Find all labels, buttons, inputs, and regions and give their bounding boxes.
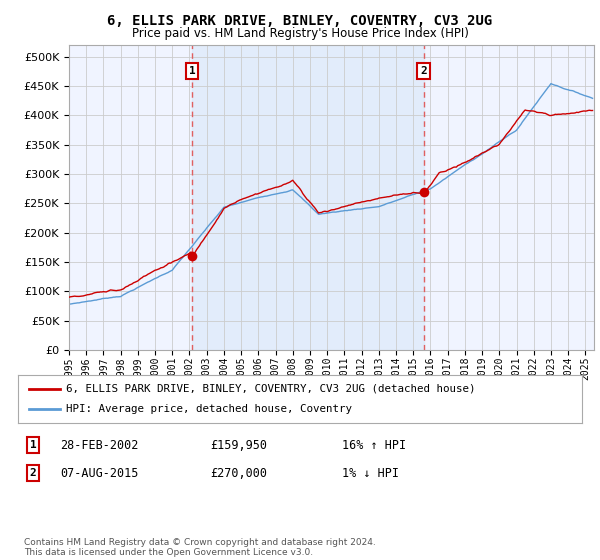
Text: 1: 1 (29, 440, 37, 450)
Text: 1: 1 (189, 66, 196, 76)
Text: 07-AUG-2015: 07-AUG-2015 (60, 466, 139, 480)
Text: 16% ↑ HPI: 16% ↑ HPI (342, 438, 406, 452)
Text: HPI: Average price, detached house, Coventry: HPI: Average price, detached house, Cove… (66, 404, 352, 414)
Text: 2: 2 (420, 66, 427, 76)
Text: Price paid vs. HM Land Registry's House Price Index (HPI): Price paid vs. HM Land Registry's House … (131, 27, 469, 40)
Bar (192, 45, 424, 350)
Text: £270,000: £270,000 (210, 466, 267, 480)
Text: 6, ELLIS PARK DRIVE, BINLEY, COVENTRY, CV3 2UG (detached house): 6, ELLIS PARK DRIVE, BINLEY, COVENTRY, C… (66, 384, 475, 394)
Text: Contains HM Land Registry data © Crown copyright and database right 2024.
This d: Contains HM Land Registry data © Crown c… (24, 538, 376, 557)
Text: £159,950: £159,950 (210, 438, 267, 452)
Text: 6, ELLIS PARK DRIVE, BINLEY, COVENTRY, CV3 2UG: 6, ELLIS PARK DRIVE, BINLEY, COVENTRY, C… (107, 14, 493, 28)
Text: 2: 2 (29, 468, 37, 478)
Text: 1% ↓ HPI: 1% ↓ HPI (342, 466, 399, 480)
Text: 28-FEB-2002: 28-FEB-2002 (60, 438, 139, 452)
